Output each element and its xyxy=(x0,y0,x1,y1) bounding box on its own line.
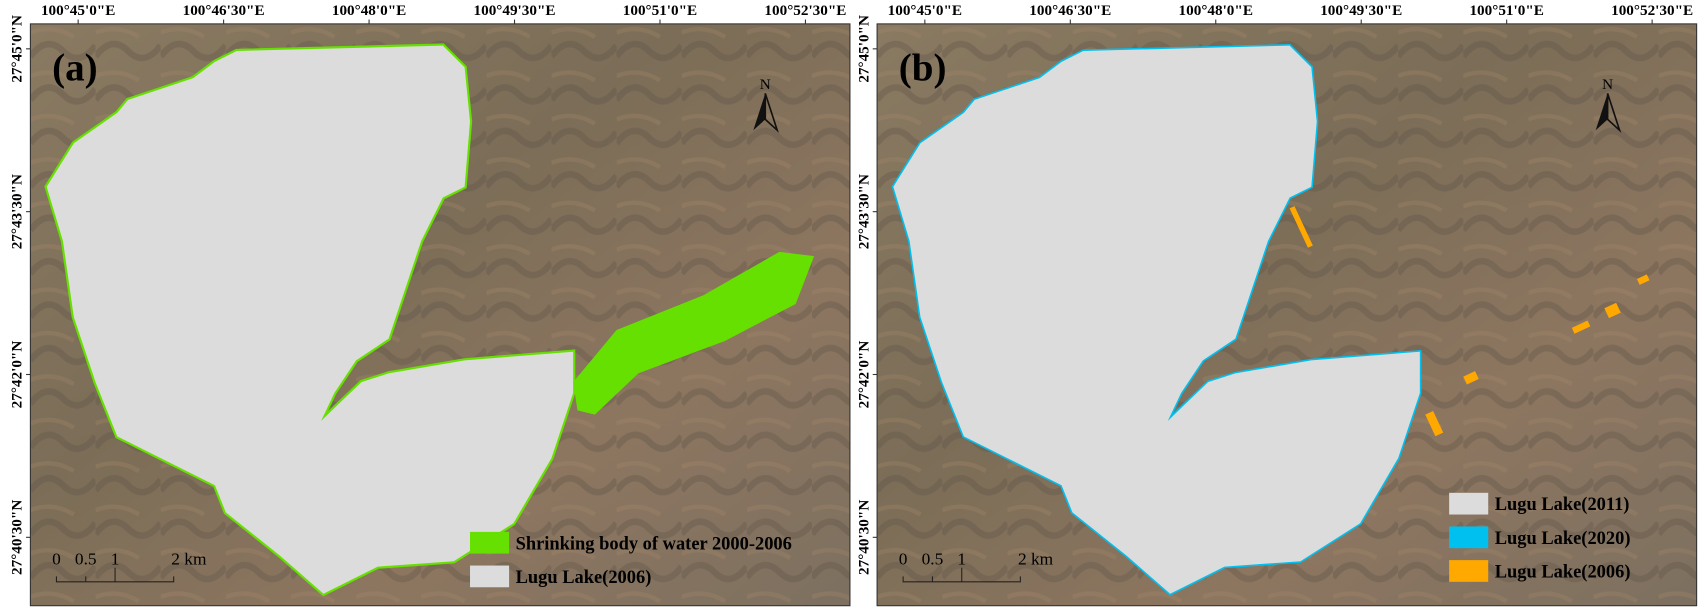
legend-swatch xyxy=(470,565,510,588)
scale-label: 2 km xyxy=(171,549,207,568)
north-arrow xyxy=(1606,93,1622,133)
legend-swatch xyxy=(470,531,510,554)
scale-bar xyxy=(55,567,175,583)
scale-bar xyxy=(902,567,1021,583)
map-panel: (a) 100°45'0"E 100°46'30"E 100°48'0"E 100°49… xyxy=(9,2,851,607)
scale-label: 0 xyxy=(52,549,61,568)
lake-2006-patch xyxy=(1636,274,1650,285)
legend-swatch xyxy=(1449,560,1489,582)
x-tick-label: 100°51'0"E xyxy=(1469,2,1543,19)
legend-label: Lugu Lake(2006) xyxy=(1495,561,1631,582)
y-tick-label: 27°45'0"N xyxy=(855,15,872,83)
x-tick-label: 100°52'30"E xyxy=(764,2,846,19)
x-tick-label: 100°46'30"E xyxy=(1029,2,1111,19)
y-tick-label: 27°42'0"N xyxy=(9,341,26,409)
map-panel: (b) 100°45'0"E 100°46'30"E 100°48'0"E 100°49… xyxy=(855,2,1698,607)
panel-label: (b) xyxy=(899,46,947,89)
lake-2006-patch xyxy=(1289,206,1313,248)
panel-label: (a) xyxy=(52,46,98,89)
legend-swatch xyxy=(1449,492,1489,515)
legend-label: Shrinking body of water 2000-2006 xyxy=(516,533,792,553)
scale-label: 1 xyxy=(111,549,120,568)
lake-2006-patch xyxy=(1463,371,1479,385)
y-tick-label: 27°45'0"N xyxy=(9,15,26,83)
x-tick-label: 100°46'30"E xyxy=(183,2,265,19)
legend-label: Lugu Lake(2006) xyxy=(516,567,652,588)
legend-swatch xyxy=(1449,526,1489,549)
y-tick-label: 27°40'30"N xyxy=(9,500,26,575)
scale-label: 1 xyxy=(957,549,966,568)
lake-2006-patch xyxy=(1604,302,1621,319)
map-frame xyxy=(29,23,851,607)
y-tick-label: 27°40'30"N xyxy=(855,500,872,575)
lake-2006-patch xyxy=(1425,410,1444,437)
lake xyxy=(46,45,574,594)
x-tick-label: 100°49'30"E xyxy=(474,2,556,19)
x-tick-label: 100°51'0"E xyxy=(623,2,697,19)
map-frame xyxy=(876,23,1698,607)
x-tick-label: 100°45'0"E xyxy=(41,2,115,19)
lake-2006-patch xyxy=(1571,320,1591,334)
north-label: N xyxy=(1602,76,1613,93)
legend-label: Lugu Lake(2020) xyxy=(1495,528,1631,549)
scale-label: 0 xyxy=(899,549,908,568)
north-arrow xyxy=(764,93,779,133)
scale-label: 2 km xyxy=(1018,549,1054,568)
lake-edge xyxy=(44,43,576,597)
lake xyxy=(893,45,1420,594)
legend-label: Lugu Lake(2011) xyxy=(1495,494,1630,515)
x-tick-label: 100°45'0"E xyxy=(888,2,962,19)
scale-label: 0.5 xyxy=(922,549,944,568)
y-tick-label: 27°43'30"N xyxy=(9,174,26,249)
north-label: N xyxy=(760,76,771,93)
y-tick-label: 27°43'30"N xyxy=(855,174,872,249)
x-tick-label: 100°48'0"E xyxy=(1179,2,1253,19)
x-tick-label: 100°52'30"E xyxy=(1611,2,1693,19)
shrinking-water xyxy=(573,251,815,415)
scale-label: 0.5 xyxy=(75,549,97,568)
y-tick-label: 27°42'0"N xyxy=(855,341,872,409)
figure-content: (a) 100°45'0"E 100°46'30"E 100°48'0"E 100°49… xyxy=(9,2,1698,607)
x-tick-label: 100°48'0"E xyxy=(332,2,406,19)
x-tick-label: 100°49'30"E xyxy=(1320,2,1402,19)
